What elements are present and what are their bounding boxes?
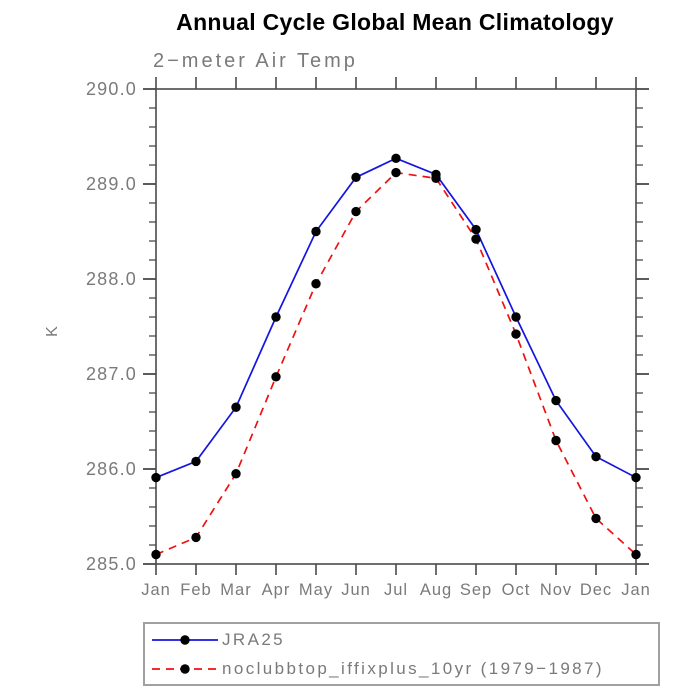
data-point-marker-1 xyxy=(511,329,521,339)
data-point-marker-0 xyxy=(551,395,561,406)
x-axis-tick-label: Oct xyxy=(502,581,531,599)
x-axis-tick-label: Jan xyxy=(621,581,651,599)
x-axis-tick-label: May xyxy=(299,581,333,599)
data-point-marker-0 xyxy=(231,402,241,412)
x-axis-tick-label: Feb xyxy=(180,581,211,599)
chart-subtitle: 2−meter Air Temp xyxy=(153,50,358,72)
series-line-1 xyxy=(155,171,637,556)
y-axis-tick-label: 289.0 xyxy=(86,174,137,194)
data-point-marker-0 xyxy=(151,472,161,483)
data-point-marker-0 xyxy=(631,472,641,483)
line-chart-canvas: Jan Feb Mar Apr May Jun Jul Aug Sep Oct Nov Dec Jan2… xyxy=(86,77,651,599)
x-axis-tick-label: Aug xyxy=(420,581,452,599)
y-axis-tick-label: 286.0 xyxy=(86,459,137,479)
y-axis-tick-label: 285.0 xyxy=(86,554,137,574)
x-axis-tick-label: Sep xyxy=(460,581,492,599)
y-axis-tick-label: 288.0 xyxy=(86,269,137,289)
data-point-marker-0 xyxy=(311,226,321,237)
legend-marker-dot xyxy=(180,635,190,645)
data-point-marker-0 xyxy=(271,312,281,322)
x-axis-tick-label: Mar xyxy=(220,581,251,599)
legend-item-1: noclubbtop_iffixplus_10yr (1979−1987) xyxy=(150,657,604,681)
data-point-marker-1 xyxy=(311,279,321,289)
series-line-0 xyxy=(155,157,637,479)
data-point-marker-1 xyxy=(271,372,281,382)
legend-item-0: JRA25 xyxy=(150,628,285,652)
chart-title: Annual Cycle Global Mean Climatology xyxy=(176,9,614,35)
data-point-marker-1 xyxy=(191,532,201,543)
x-axis-tick-label: Jun xyxy=(341,581,371,599)
x-axis-tick-label: Apr xyxy=(262,581,291,599)
data-point-marker-1 xyxy=(631,549,641,560)
data-point-marker-0 xyxy=(391,153,401,164)
data-point-marker-1 xyxy=(151,549,161,560)
y-axis-tick-label: 287.0 xyxy=(86,364,137,384)
data-point-marker-0 xyxy=(511,312,521,322)
x-axis-tick-label: Dec xyxy=(580,581,612,599)
legend-label: noclubbtop_iffixplus_10yr (1979−1987) xyxy=(222,659,604,678)
data-point-marker-1 xyxy=(591,513,601,524)
data-point-marker-1 xyxy=(231,469,241,479)
legend-marker-dot xyxy=(180,664,190,674)
y-axis-tick-label: 290.0 xyxy=(86,79,137,99)
data-point-marker-0 xyxy=(351,172,361,183)
legend-line-sample xyxy=(152,664,218,674)
data-point-marker-1 xyxy=(351,206,361,217)
x-axis-tick-label: Jul xyxy=(384,581,408,599)
x-axis-tick-label: Nov xyxy=(540,581,572,599)
data-point-marker-1 xyxy=(471,234,481,244)
data-point-marker-1 xyxy=(391,167,401,178)
data-point-marker-0 xyxy=(471,224,481,235)
x-axis-tick-label: Jan xyxy=(141,581,171,599)
data-point-marker-0 xyxy=(191,456,201,467)
legend-label: JRA25 xyxy=(222,630,286,649)
data-point-marker-1 xyxy=(551,435,561,446)
data-point-marker-0 xyxy=(591,451,601,462)
legend-box: JRA25 noclubbtop_iffixplus_10yr (1979−198… xyxy=(143,622,660,686)
data-point-marker-1 xyxy=(431,173,441,183)
legend-line-sample xyxy=(152,635,218,645)
